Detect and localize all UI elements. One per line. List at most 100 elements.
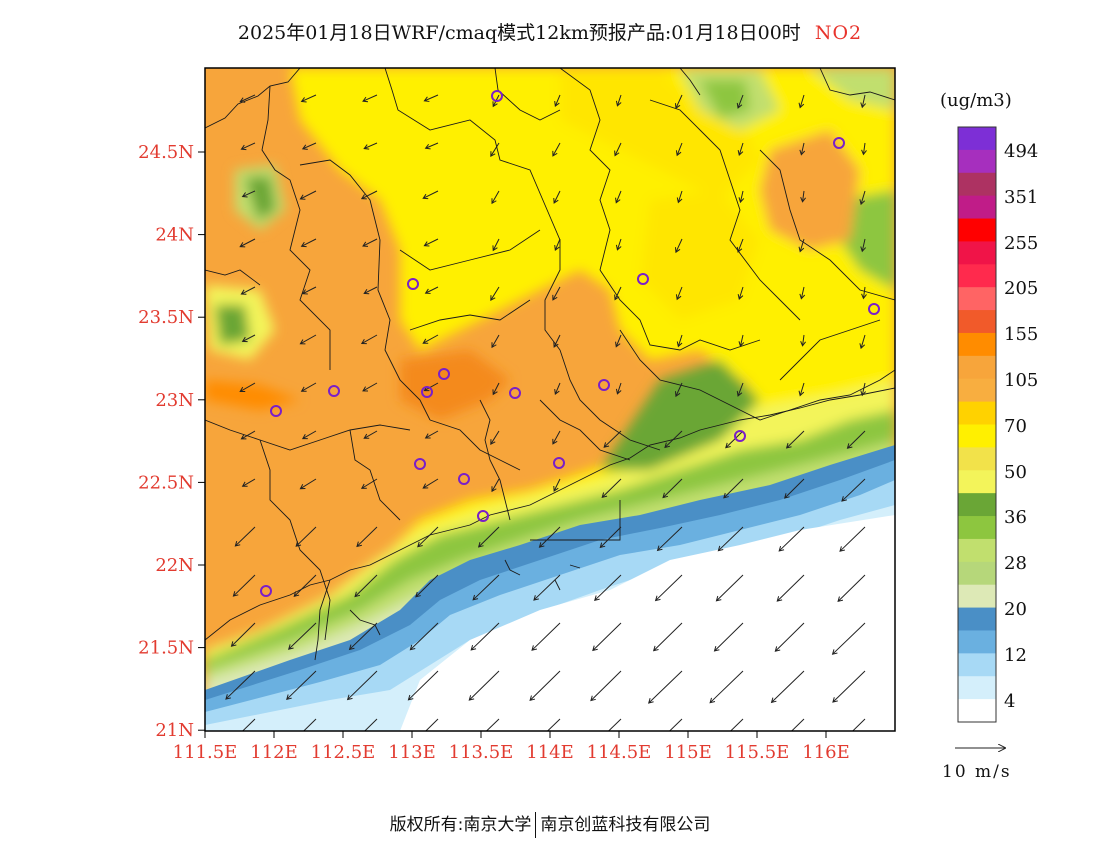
station-marker <box>477 510 489 522</box>
legend-value-label: 4 <box>1004 690 1016 712</box>
station-marker <box>458 473 470 485</box>
wind-arrow <box>554 238 561 252</box>
legend-value-label: 205 <box>1004 278 1039 300</box>
wind-arrow <box>674 382 683 398</box>
wind-arrow <box>553 190 561 204</box>
wind-arrow <box>798 382 805 397</box>
wind-arrow <box>423 238 439 247</box>
wind-arrow <box>674 238 683 254</box>
wind-arrow <box>470 622 500 651</box>
wind-arrow <box>725 430 744 449</box>
wind-arrow <box>614 142 622 157</box>
wind-arrow <box>553 478 561 492</box>
wind-arrow <box>717 526 744 552</box>
legend-swatch <box>958 584 996 609</box>
wind-arrow <box>800 334 806 347</box>
wind-arrow <box>774 622 805 652</box>
wind-arrow <box>736 94 744 109</box>
lat-tick-label: 23N <box>155 390 194 411</box>
wind-arrow <box>552 430 561 445</box>
wind-arrow <box>360 478 378 489</box>
wind-arrow <box>468 670 500 701</box>
wind-arrow <box>362 238 378 247</box>
wind-arrow <box>652 622 683 652</box>
lon-tick-label: 113.5E <box>449 742 514 763</box>
station-marker <box>491 90 503 102</box>
wind-arrow <box>362 94 378 103</box>
wind-arrow <box>861 142 867 156</box>
wind-arrow <box>299 334 317 345</box>
wind-arrow <box>785 430 805 449</box>
legend-swatch <box>958 516 996 540</box>
wind-arrow <box>832 670 866 703</box>
legend-value-label: 155 <box>1004 324 1039 346</box>
wind-arrow <box>230 622 256 647</box>
wind-arrow <box>234 526 256 547</box>
wind-arrow <box>492 382 500 396</box>
legend-swatch <box>958 607 996 631</box>
legend-swatch <box>958 470 996 494</box>
wind-arrow <box>846 430 866 449</box>
legend-value-label: 255 <box>1004 232 1039 254</box>
legend-swatch <box>958 355 996 380</box>
lon-tick-label: 116E <box>802 742 850 763</box>
lon-tick-label: 113E <box>388 742 436 763</box>
wind-arrow <box>240 142 256 151</box>
wind-arrow <box>675 142 683 157</box>
lon-tick-label: 114E <box>526 742 574 763</box>
wind-arrow <box>239 94 256 103</box>
legend-value-label: 36 <box>1004 507 1027 529</box>
wind-arrow <box>675 286 683 301</box>
copyright-org1: 南京大学 <box>463 815 532 835</box>
wind-arrow <box>232 574 256 597</box>
wind-arrow <box>239 382 256 393</box>
title-text: 2025年01月18日WRF/cmaq模式12km预报产品:01月18日00时 <box>237 22 801 44</box>
wind-arrow <box>354 574 378 598</box>
station-marker <box>833 137 845 149</box>
wind-arrow <box>615 382 622 395</box>
station-marker <box>637 273 649 285</box>
legend-swatch <box>958 172 996 197</box>
longitude-axis: 111.5E 112E 112.5E 113E 113.5E 114E 114.5E 115E… <box>173 731 850 763</box>
wind-arrow <box>424 286 439 294</box>
legend-swatch <box>958 561 996 586</box>
legend-swatch <box>958 378 996 403</box>
wind-arrow <box>301 286 317 295</box>
lon-tick-label: 115E <box>664 742 712 763</box>
wind-arrow <box>546 718 561 731</box>
wind-arrow <box>770 670 805 704</box>
station-marker <box>260 585 272 597</box>
wind-arrow <box>490 142 500 158</box>
legend-swatch <box>958 310 996 334</box>
wind-arrow <box>647 670 683 704</box>
station-marker <box>414 458 426 470</box>
latitude-axis: 24.5N 24N 23.5N 23N 22.5N 22N 21.5N 21N <box>138 142 205 741</box>
lat-tick-label: 21N <box>155 720 194 741</box>
lat-tick-label: 21.5N <box>138 638 194 659</box>
wind-arrow <box>778 526 805 552</box>
wind-arrow <box>485 718 500 731</box>
wind-arrow <box>363 142 378 150</box>
wind-arrow <box>239 238 256 248</box>
wind-arrow <box>286 670 317 701</box>
wind-arrow <box>841 478 866 502</box>
station-marker <box>868 303 880 315</box>
lat-tick-label: 22.5N <box>138 472 194 493</box>
station-marker <box>270 405 282 417</box>
wind-arrow <box>723 478 744 499</box>
wind-arrow <box>615 238 622 251</box>
wind-arrow <box>860 382 867 397</box>
wind-arrow <box>737 286 744 300</box>
wind-arrow <box>601 478 622 499</box>
wind-arrow <box>422 478 439 489</box>
wind-arrow <box>861 286 867 300</box>
concentration-field <box>205 68 895 731</box>
wind-arrow <box>491 478 500 493</box>
lon-tick-label: 111.5E <box>173 742 238 763</box>
wind-arrow <box>529 670 561 702</box>
wind-arrow <box>424 142 439 150</box>
pollutant-label: NO2 <box>814 22 863 44</box>
wind-arrow <box>799 286 806 300</box>
wind-arrow <box>409 622 439 651</box>
wind-arrow <box>837 574 866 603</box>
